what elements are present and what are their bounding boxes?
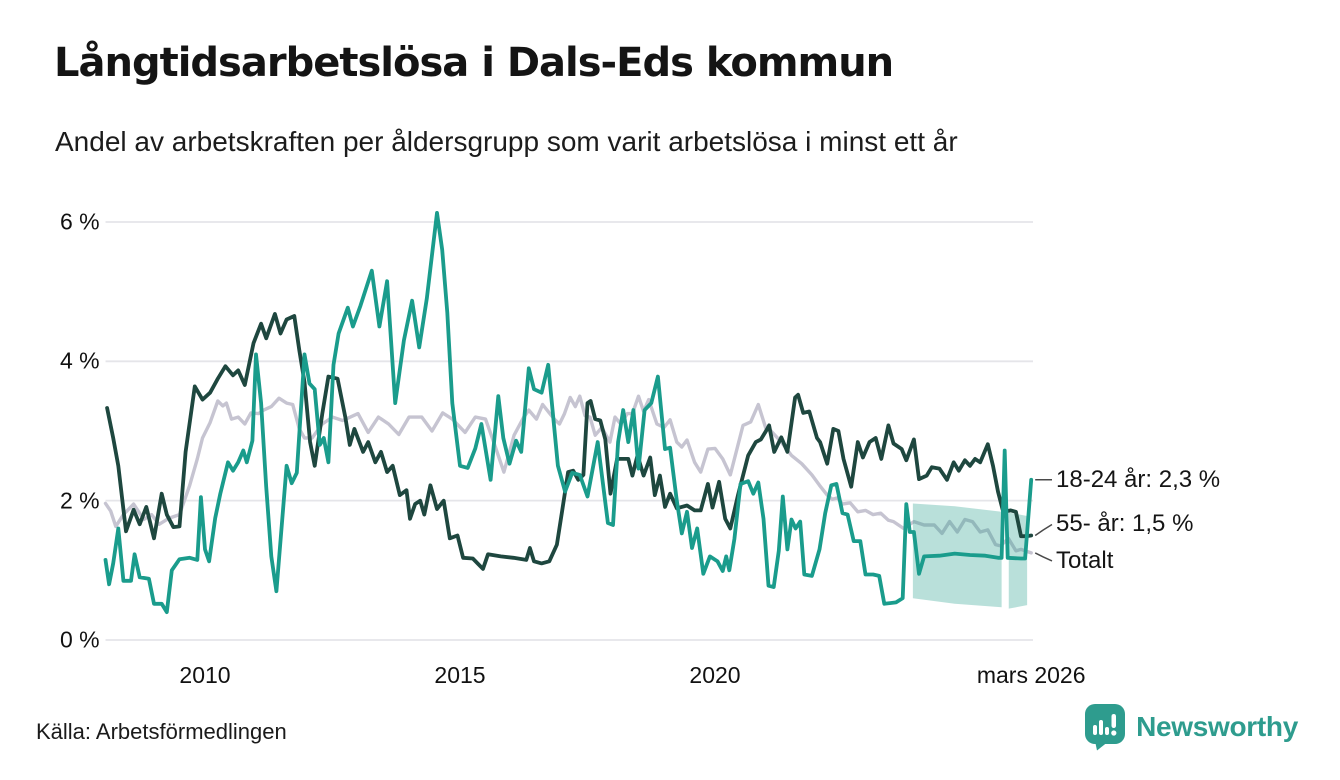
x-tick-2020: 2020 — [689, 662, 741, 688]
y-tick-2pct: 2 % — [60, 487, 100, 514]
annotation-18-24: 18-24 år: 2,3 % — [1056, 465, 1221, 493]
source-note: Källa: Arbetsförmedlingen — [36, 719, 287, 744]
newsworthy-wordmark: Newsworthy — [1136, 711, 1298, 742]
y-tick-4pct: 4 % — [60, 347, 100, 374]
page-title: Långtidsarbetslösa i Dals-Eds kommun — [54, 40, 894, 86]
newsworthy-logo[interactable]: Newsworthy — [1084, 703, 1298, 751]
y-tick-0pct: 0 % — [60, 626, 100, 653]
page-subtitle: Andel av arbetskraften per åldersgrupp s… — [55, 126, 958, 157]
annotation-55plus: 55- år: 1,5 % — [1056, 510, 1194, 538]
x-tick-2015: 2015 — [434, 662, 486, 688]
x-tick-2010: 2010 — [179, 662, 231, 688]
series-lines — [103, 210, 1034, 614]
y-tick-6pct: 6 % — [60, 208, 100, 235]
newsworthy-chart-bubble-icon — [1085, 704, 1126, 751]
gridlines — [105, 221, 1033, 641]
annotation-totalt: Totalt — [1056, 546, 1114, 574]
annotation-connectors — [1034, 479, 1053, 562]
x-tick-mars-2026: mars 2026 — [976, 662, 1086, 688]
